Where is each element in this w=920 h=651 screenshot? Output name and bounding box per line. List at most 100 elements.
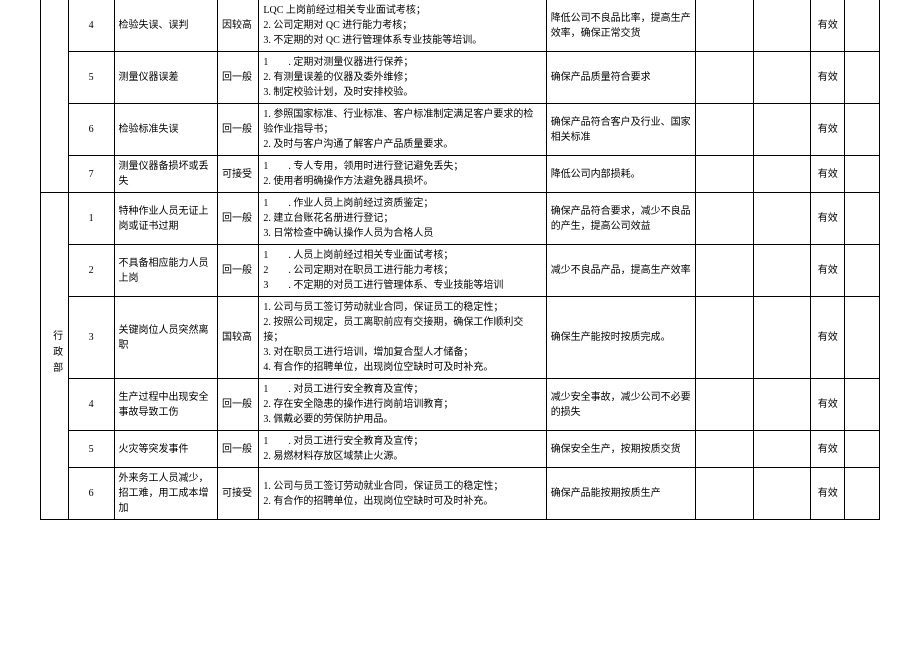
goal: 确保产品质量符合要求 [546, 52, 695, 104]
goal: 降低公司不良品比率，提高生产效率，确保正常交货 [546, 0, 695, 52]
goal: 确保产品符合客户及行业、国家相关标准 [546, 104, 695, 156]
action-measures: 1 . 对员工进行安全教育及宣传； 2. 易燃材料存放区域禁止火源。 [259, 431, 546, 468]
risk-desc: 关键岗位人员突然离职 [114, 297, 217, 379]
goal: 确保生产能按时按质完成。 [546, 297, 695, 379]
row-number: 5 [68, 431, 114, 468]
risk-desc: 生产过程中出现安全事故导致工伤 [114, 379, 217, 431]
row-number: 7 [68, 156, 114, 193]
row-number: 1 [68, 193, 114, 245]
risk-level: 回一般 [217, 379, 258, 431]
table-row: 行政部1特种作业人员无证上岗或证书过期回一般1 . 作业人员上岗前经过资质鉴定；… [41, 193, 880, 245]
table-row: 2不具备相应能力人员上岗回一般1 . 人员上岗前经过相关专业面试考核； 2 . … [41, 245, 880, 297]
action-measures: 1 . 作业人员上岗前经过资质鉴定； 2. 建立台账花名册进行登记； 3. 日常… [259, 193, 546, 245]
blank-cell [696, 431, 753, 468]
action-measures: 1 . 对员工进行安全教育及宣传； 2. 存在安全隐患的操作进行岗前培训教育； … [259, 379, 546, 431]
effectiveness: 有效 [811, 245, 845, 297]
effectiveness: 有效 [811, 104, 845, 156]
risk-level: 回一般 [217, 245, 258, 297]
row-number: 3 [68, 297, 114, 379]
effectiveness: 有效 [811, 468, 845, 520]
table-row: 6外来务工人员减少，招工难，用工成本增加可接受1. 公司与员工签订劳动就业合同，… [41, 468, 880, 520]
blank-cell [753, 431, 810, 468]
action-measures: 1 . 人员上岗前经过相关专业面试考核； 2 . 公司定期对在职员工进行能力考核… [259, 245, 546, 297]
action-measures: 1. 公司与员工签订劳动就业合同，保证员工的稳定性； 2. 有合作的招聘单位，出… [259, 468, 546, 520]
blank-cell [845, 379, 880, 431]
effectiveness: 有效 [811, 193, 845, 245]
table-row: 6检验标准失误回一般1. 参照国家标准、行业标准、客户标准制定满足客户要求的检验… [41, 104, 880, 156]
goal: 确保安全生产，按期按质交货 [546, 431, 695, 468]
row-number: 4 [68, 0, 114, 52]
blank-cell [696, 0, 753, 52]
risk-level: 国较高 [217, 297, 258, 379]
risk-desc: 火灾等突发事件 [114, 431, 217, 468]
effectiveness: 有效 [811, 156, 845, 193]
blank-cell [845, 245, 880, 297]
goal: 减少安全事故，减少公司不必要的损失 [546, 379, 695, 431]
risk-level: 回一般 [217, 104, 258, 156]
dept-cell: 行政部 [41, 193, 69, 520]
blank-cell [753, 245, 810, 297]
action-measures: 1 . 定期对测量仪器进行保养； 2. 有测量误差的仪器及委外维修； 3. 制定… [259, 52, 546, 104]
effectiveness: 有效 [811, 431, 845, 468]
blank-cell [696, 156, 753, 193]
table-row: 4检验失误、误判因较高LQC 上岗前经过相关专业面试考核； 2. 公司定期对 Q… [41, 0, 880, 52]
dept-label: 行政部 [45, 330, 64, 378]
effectiveness: 有效 [811, 52, 845, 104]
risk-level: 可接受 [217, 468, 258, 520]
action-measures: LQC 上岗前经过相关专业面试考核； 2. 公司定期对 QC 进行能力考核； 3… [259, 0, 546, 52]
table-row: 7测量仪器备损坏或丢失可接受1 . 专人专用，领用时进行登记避免丢失； 2. 使… [41, 156, 880, 193]
goal: 确保产品能按期按质生产 [546, 468, 695, 520]
blank-cell [845, 0, 880, 52]
risk-level: 可接受 [217, 156, 258, 193]
risk-desc: 测量仪器备损坏或丢失 [114, 156, 217, 193]
table-row: 5火灾等突发事件回一般1 . 对员工进行安全教育及宣传； 2. 易燃材料存放区域… [41, 431, 880, 468]
risk-level: 因较高 [217, 0, 258, 52]
risk-desc: 测量仪器误差 [114, 52, 217, 104]
blank-cell [753, 156, 810, 193]
blank-cell [845, 431, 880, 468]
blank-cell [845, 104, 880, 156]
risk-desc: 检验标准失误 [114, 104, 217, 156]
row-number: 6 [68, 104, 114, 156]
blank-cell [696, 245, 753, 297]
table-row: 5测量仪器误差回一般1 . 定期对测量仪器进行保养； 2. 有测量误差的仪器及委… [41, 52, 880, 104]
effectiveness: 有效 [811, 379, 845, 431]
blank-cell [753, 297, 810, 379]
row-number: 5 [68, 52, 114, 104]
goal: 减少不良品产品，提高生产效率 [546, 245, 695, 297]
effectiveness: 有效 [811, 0, 845, 52]
row-number: 2 [68, 245, 114, 297]
blank-cell [753, 52, 810, 104]
goal: 确保产品符合要求，减少不良品的产生，提高公司效益 [546, 193, 695, 245]
table-row: 4生产过程中出现安全事故导致工伤回一般1 . 对员工进行安全教育及宣传； 2. … [41, 379, 880, 431]
blank-cell [696, 468, 753, 520]
row-number: 4 [68, 379, 114, 431]
risk-desc: 特种作业人员无证上岗或证书过期 [114, 193, 217, 245]
effectiveness: 有效 [811, 297, 845, 379]
blank-cell [696, 52, 753, 104]
risk-table: 4检验失误、误判因较高LQC 上岗前经过相关专业面试考核； 2. 公司定期对 Q… [40, 0, 880, 520]
action-measures: 1. 公司与员工签订劳动就业合同，保证员工的稳定性； 2. 按照公司规定，员工离… [259, 297, 546, 379]
blank-cell [845, 156, 880, 193]
blank-cell [696, 104, 753, 156]
blank-cell [753, 104, 810, 156]
blank-cell [753, 0, 810, 52]
blank-cell [753, 468, 810, 520]
blank-cell [753, 379, 810, 431]
blank-cell [696, 193, 753, 245]
risk-desc: 不具备相应能力人员上岗 [114, 245, 217, 297]
blank-cell [753, 193, 810, 245]
action-measures: 1 . 专人专用，领用时进行登记避免丢失； 2. 使用者明确操作方法避免器具损坏… [259, 156, 546, 193]
risk-level: 回一般 [217, 193, 258, 245]
blank-cell [696, 297, 753, 379]
blank-cell [696, 379, 753, 431]
risk-level: 回一般 [217, 431, 258, 468]
dept-cell [41, 0, 69, 193]
blank-cell [845, 193, 880, 245]
row-number: 6 [68, 468, 114, 520]
table-row: 3关键岗位人员突然离职国较高1. 公司与员工签订劳动就业合同，保证员工的稳定性；… [41, 297, 880, 379]
risk-desc: 外来务工人员减少，招工难，用工成本增加 [114, 468, 217, 520]
action-measures: 1. 参照国家标准、行业标准、客户标准制定满足客户要求的检验作业指导书； 2. … [259, 104, 546, 156]
blank-cell [845, 52, 880, 104]
risk-level: 回一般 [217, 52, 258, 104]
